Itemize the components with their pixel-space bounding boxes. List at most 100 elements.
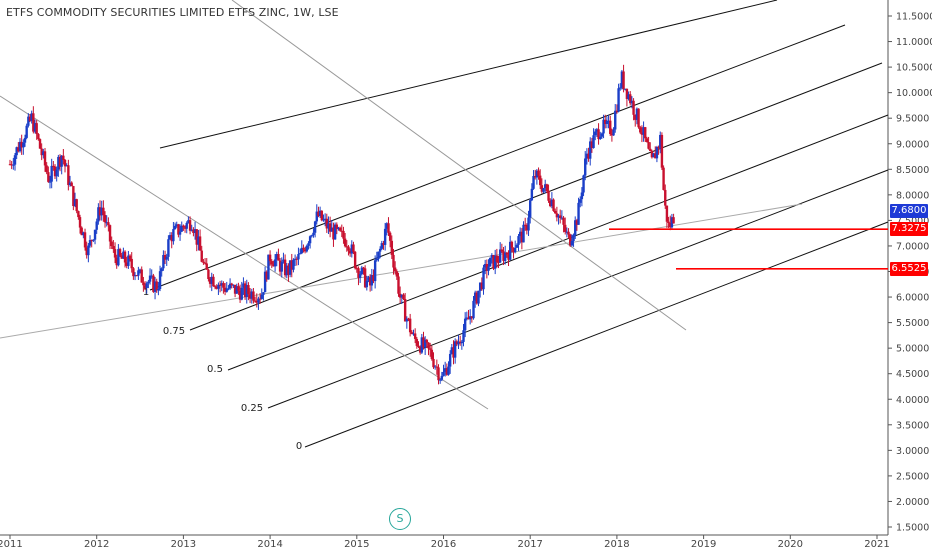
symbol-badge[interactable]: S [389,508,411,530]
level-tag-lower: 6.5525 [890,261,928,276]
candle-body [393,267,397,272]
candle-body [377,251,380,259]
candle-body [63,159,67,167]
candle-body [213,286,217,288]
candle-body [335,224,338,230]
candle-body [120,255,123,259]
candle-body [340,230,343,232]
candle-body [40,148,43,156]
candle-body [490,255,494,258]
candle-body [617,88,620,112]
candle-body [577,202,580,225]
candle-body [612,129,615,136]
y-tick-label: 4.5000 [896,369,929,380]
candle-body [197,236,200,245]
candle-body [427,342,430,349]
candle-body [192,229,195,234]
candle-body [168,235,172,240]
candle-body [315,211,318,222]
candle-body [85,247,88,256]
candle-body [478,282,482,291]
x-tick-label: 2021 [864,539,889,550]
candle-body [358,274,362,278]
candle-body [67,165,70,186]
candle-body [215,286,218,289]
candle-body [517,236,520,245]
candle-body [373,260,377,282]
candle-body [190,229,193,231]
candle-body [148,275,152,282]
candle-body [375,258,379,261]
trend-line [0,95,489,410]
y-tick-label: 3.0000 [896,446,929,457]
candle-body [147,281,150,284]
candle-body [223,287,227,292]
candle-body [515,244,519,248]
candle-body [467,317,470,320]
candle-body [532,176,535,189]
candle-body [539,175,542,186]
y-tick-label: 9.0000 [896,139,929,150]
candle-body [263,271,267,293]
pitchfork-line [227,114,889,371]
candle-body [442,371,445,376]
candle-body [594,131,597,136]
candle-body [255,300,258,303]
y-tick-label: 8.5000 [896,165,929,176]
candle-body [587,153,590,159]
candle-body [655,147,659,159]
candle-body [338,227,342,231]
candle-body [642,127,645,135]
pitchfork-line [267,169,889,409]
candle-body [537,170,540,176]
candle-body [670,217,674,228]
candle-body [497,261,500,263]
candle-body [267,254,270,280]
y-tick-label: 3.5000 [896,420,929,431]
candle-body [245,285,248,297]
candle-body [559,215,562,219]
candle-body [432,358,435,368]
candle-body [654,153,657,159]
candle-body [42,151,45,156]
candle-body [45,165,48,173]
candle-body [238,290,242,300]
candle-body [57,156,60,170]
candle-body [390,240,394,255]
candle-body [400,294,404,298]
candle-body [473,292,477,301]
candle-body [88,240,92,246]
candle-body [48,181,52,183]
candle-body [493,255,497,269]
candle-body [468,316,472,320]
candle-body [313,221,317,233]
candle-body [440,375,444,380]
candle-body [320,210,323,221]
y-tick-label: 5.0000 [896,344,929,355]
candle-body [87,245,90,256]
candle-body [350,244,353,254]
candle-body [222,283,225,288]
candle-body [273,259,277,267]
candle-body [260,294,263,299]
candle-body [92,239,95,241]
candle-body [53,166,57,177]
candle-body [17,147,20,152]
candle-body [302,247,305,250]
candle-body [18,141,22,152]
candle-body [382,243,385,245]
pitchfork-level-label: 0 [296,441,302,452]
candle-body [660,134,664,168]
candle-body [105,222,108,224]
candle-body [97,207,100,222]
candle-body [448,353,452,367]
candle-body [652,153,655,158]
candle-body [247,285,250,295]
candle-body [248,294,252,299]
candle-body [353,251,357,269]
candle-body [443,368,447,372]
candle-body [62,155,65,160]
candle-body [475,292,479,304]
candle-body [202,261,205,263]
